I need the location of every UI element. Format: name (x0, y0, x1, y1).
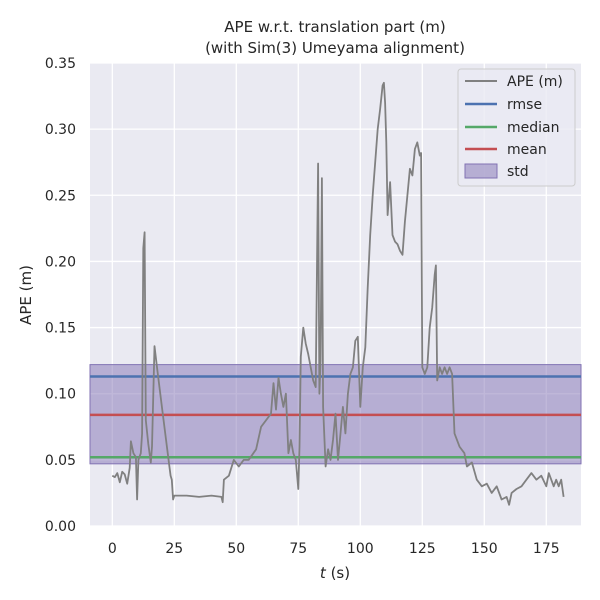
y-tick-label: 0.00 (45, 519, 76, 535)
y-tick-labels: 0.00 0.05 0.10 0.15 0.20 0.25 0.30 0.35 (45, 56, 76, 535)
y-axis-label: APE (m) (17, 265, 35, 325)
legend-box (457, 68, 576, 187)
x-tick-label: 100 (347, 541, 374, 557)
x-tick-labels: 0 25 50 75 100 125 150 175 (108, 541, 560, 557)
legend-label-ape: APE (m) (507, 74, 563, 90)
y-tick-label: 0.25 (45, 188, 76, 204)
x-tick-label: 0 (108, 541, 117, 557)
y-tick-label: 0.10 (45, 387, 76, 403)
legend: APE (m) rmse median mean std (457, 68, 576, 187)
legend-label-median: median (507, 120, 559, 136)
legend-swatch-std (464, 163, 498, 179)
series-layer (111, 81, 565, 506)
x-tick-label: 125 (409, 541, 436, 557)
legend-label-mean: mean (507, 142, 547, 158)
x-tick-label: 175 (533, 541, 560, 557)
y-tick-label: 0.15 (45, 321, 76, 337)
x-axis-label-unit: (s) (326, 564, 350, 582)
x-tick-label: 50 (227, 541, 245, 557)
legend-label-std: std (507, 164, 529, 180)
y-tick-label: 0.35 (45, 56, 76, 72)
x-axis-label: t (s) (320, 564, 350, 582)
y-tick-label: 0.30 (45, 122, 76, 138)
y-tick-label: 0.20 (45, 254, 76, 270)
x-tick-label: 25 (165, 541, 183, 557)
chart-title-line1: APE w.r.t. translation part (m) (224, 18, 445, 36)
ape-series-line (111, 81, 565, 506)
x-axis-label-var: t (320, 564, 327, 582)
y-tick-label: 0.05 (45, 453, 76, 469)
legend-label-rmse: rmse (507, 97, 542, 113)
x-tick-label: 75 (289, 541, 307, 557)
x-tick-label: 150 (471, 541, 498, 557)
chart-title-line2: (with Sim(3) Umeyama alignment) (205, 39, 465, 57)
